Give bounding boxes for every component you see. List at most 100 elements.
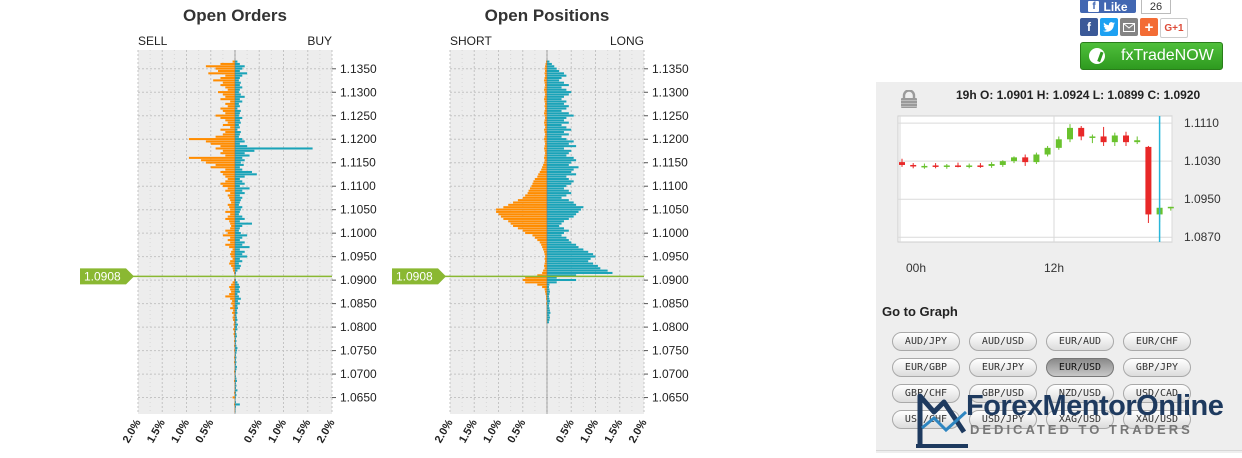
bar-buy (235, 262, 239, 265)
bar-buy (235, 351, 237, 354)
right-side-label: BUY (307, 34, 332, 48)
bar-long (547, 135, 562, 138)
candle (1055, 136, 1062, 150)
bar-sell (231, 283, 235, 286)
pair-button-usd-jpy[interactable]: USD/JPY (969, 410, 1037, 429)
pair-button-gbp-jpy[interactable]: GBP/JPY (1123, 358, 1191, 377)
bar-long (547, 81, 564, 84)
bar-sell (225, 217, 235, 220)
bar-long (547, 149, 572, 152)
pair-button-eur-gbp[interactable]: EUR/GBP (892, 358, 960, 377)
bar-short (503, 217, 547, 220)
bar-sell (232, 60, 235, 63)
pair-button-eur-jpy[interactable]: EUR/JPY (969, 358, 1037, 377)
bar-buy (235, 213, 239, 216)
bar-short (544, 88, 547, 91)
pair-button-gbp-usd[interactable]: GBP/USD (969, 384, 1037, 403)
bar-short (544, 262, 547, 265)
series-short (496, 60, 548, 324)
bar-long (547, 210, 579, 213)
bar-buy (235, 354, 236, 357)
like-label: Like (1103, 0, 1128, 14)
bar-buy (235, 215, 243, 218)
twitter-share-icon[interactable] (1100, 18, 1118, 36)
candle-body (1033, 154, 1040, 163)
bar-buy (235, 105, 240, 108)
open-positions-svg: Open Positions SHORT LONG 1.1350 1.1300 1.125… (392, 6, 689, 445)
bar-buy (235, 67, 243, 70)
bar-long (547, 123, 562, 127)
candle-body (1022, 157, 1029, 163)
candle-body (921, 165, 928, 168)
bar-sell (234, 361, 235, 364)
pair-button-aud-jpy[interactable]: AUD/JPY (892, 332, 960, 351)
facebook-share-icon[interactable]: f (1080, 18, 1098, 36)
pct-tick-label: 1.5% (290, 417, 313, 445)
mini-y-tick-label: 1.1030 (1184, 154, 1221, 168)
facebook-like-button[interactable]: f Like (1080, 0, 1136, 14)
bar-buy (235, 199, 241, 202)
pair-button-xau-usd[interactable]: XAU/USD (1123, 410, 1191, 429)
bar-sell (231, 290, 235, 293)
bar-long (547, 112, 569, 115)
fxtrade-now-button[interactable]: fxTradeNOW (1080, 42, 1223, 70)
pair-button-eur-usd[interactable]: EUR/USD (1046, 358, 1114, 377)
bar-sell (230, 241, 235, 244)
bar-long (547, 109, 562, 112)
bar-buy (235, 145, 248, 148)
pair-button-eur-aud[interactable]: EUR/AUD (1046, 332, 1114, 351)
bar-short (546, 297, 547, 300)
bar-sell (233, 318, 235, 321)
bar-sell (229, 262, 235, 265)
bar-buy (235, 389, 238, 392)
bar-sell (232, 281, 235, 284)
bar-short (544, 67, 547, 70)
more-share-icon[interactable]: + (1140, 18, 1158, 36)
bar-short (544, 98, 547, 101)
email-share-icon[interactable] (1120, 18, 1138, 36)
candle-body (955, 165, 961, 167)
bar-long (547, 217, 569, 220)
bar-long (547, 274, 577, 277)
bar-long (547, 79, 560, 82)
bar-short (539, 241, 547, 244)
bar-buy (235, 168, 243, 171)
left-side-label: SHORT (450, 34, 492, 48)
forexmentoronline-watermark: ForexMentorOnline DEDICATED TO TRADERS (912, 384, 1242, 453)
price-tick-label: 1.0800 (340, 320, 377, 334)
bar-buy (235, 77, 240, 80)
bar-short (544, 91, 547, 94)
pair-button-xag-usd[interactable]: XAG/USD (1046, 410, 1114, 429)
price-tick-label: 1.0800 (652, 320, 689, 334)
pair-button-usd-chf[interactable]: USD/CHF (892, 410, 960, 429)
bar-buy (235, 121, 241, 124)
bar-buy (235, 394, 237, 397)
bar-long (547, 267, 601, 270)
pair-button-eur-chf[interactable]: EUR/CHF (1123, 332, 1191, 351)
bar-buy (235, 217, 245, 220)
bar-short (541, 243, 547, 246)
bar-sell (233, 309, 235, 312)
bar-short (546, 302, 547, 305)
bar-sell (232, 316, 235, 319)
pair-button-usd-cad[interactable]: USD/CAD (1123, 384, 1191, 403)
bar-long (547, 142, 569, 145)
pair-button-nzd-usd[interactable]: NZD/USD (1046, 384, 1114, 403)
bar-long (547, 140, 574, 143)
bar-buy (235, 93, 241, 96)
google-plus-icon[interactable]: G+1 (1160, 18, 1188, 38)
bar-buy (235, 382, 236, 385)
bar-long (547, 290, 550, 293)
price-tick-label: 1.1250 (340, 109, 377, 123)
bar-buy (235, 293, 238, 296)
bar-long (547, 93, 569, 96)
bar-short (544, 112, 547, 115)
lock-icon[interactable] (900, 90, 918, 108)
bar-sell (227, 105, 235, 108)
bar-sell (215, 135, 235, 138)
bar-buy (235, 84, 240, 87)
bar-short (545, 133, 547, 136)
candle-body (1055, 139, 1062, 148)
bar-long (547, 100, 567, 103)
pair-button-aud-usd[interactable]: AUD/USD (969, 332, 1037, 351)
